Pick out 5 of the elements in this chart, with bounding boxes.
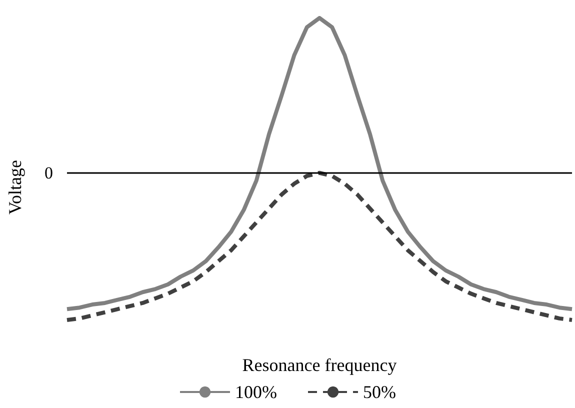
x-axis-title: Resonance frequency bbox=[242, 355, 397, 375]
ref-line-label: 0 bbox=[44, 163, 53, 182]
legend-label: 100% bbox=[235, 382, 278, 402]
y-axis-title: Voltage bbox=[5, 160, 25, 215]
legend-label: 50% bbox=[363, 382, 396, 402]
